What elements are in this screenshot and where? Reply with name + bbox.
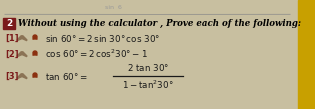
- Text: $\mathrm{2\ tan\ 30°}$: $\mathrm{2\ tan\ 30°}$: [127, 61, 169, 72]
- Circle shape: [33, 73, 37, 77]
- Circle shape: [33, 51, 37, 55]
- Polygon shape: [17, 51, 22, 56]
- Polygon shape: [17, 36, 22, 41]
- Polygon shape: [22, 73, 27, 78]
- Circle shape: [33, 35, 37, 39]
- Polygon shape: [22, 51, 27, 56]
- Polygon shape: [22, 36, 27, 41]
- Text: [3]: [3]: [5, 72, 19, 81]
- Text: [1]: [1]: [5, 33, 19, 43]
- Bar: [298, 0, 315, 109]
- Bar: [3, 18, 15, 29]
- Text: $\mathrm{sin\ 60°= 2\,sin\ 30°\,cos\ 30°}$: $\mathrm{sin\ 60°= 2\,sin\ 30°\,cos\ 30°…: [45, 32, 160, 43]
- Text: $\mathrm{tan\ 60°=}$: $\mathrm{tan\ 60°=}$: [45, 71, 88, 82]
- Text: 2: 2: [6, 19, 12, 28]
- Text: $\mathrm{1-tan^{2}30°}$: $\mathrm{1-tan^{2}30°}$: [122, 79, 174, 91]
- Polygon shape: [17, 73, 22, 78]
- Text: Without using the calculator , Prove each of the following:: Without using the calculator , Prove eac…: [18, 19, 301, 28]
- Text: $\mathrm{cos\ 60°= 2\,cos^{2}30°-1}$: $\mathrm{cos\ 60°= 2\,cos^{2}30°-1}$: [45, 48, 148, 60]
- Text: [2]: [2]: [5, 49, 19, 59]
- Text: sin  6: sin 6: [105, 5, 122, 10]
